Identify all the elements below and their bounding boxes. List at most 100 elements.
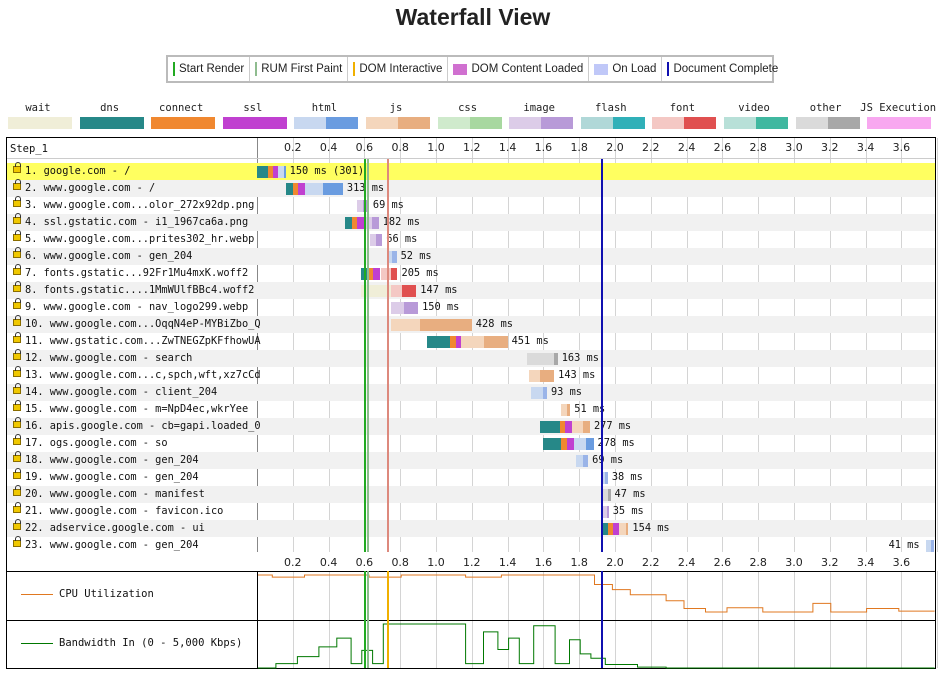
grid-line (400, 138, 402, 552)
type-swatch-start (509, 117, 542, 129)
tick-label: 0.2 (284, 556, 302, 569)
request-row-5[interactable]: 5. www.google.com...prites302_hr.webp 66 … (7, 230, 935, 248)
bar-segment (392, 251, 397, 263)
bar-segment (607, 523, 614, 535)
lock-icon (13, 332, 21, 343)
type-swatch-end (326, 117, 359, 129)
request-row-4[interactable]: 4. ssl.gstatic.com - i1_1967ca6a.png 182 … (7, 213, 935, 231)
request-row-1[interactable]: 1. google.com - / 150 ms (301) (7, 162, 935, 180)
type-swatch-flash (580, 117, 645, 129)
request-bar (561, 404, 571, 416)
request-bar (543, 438, 594, 450)
request-row-12[interactable]: 12. www.google.com - search 163 ms (7, 349, 935, 367)
graph-grid-line (865, 571, 867, 668)
rum-first-paint-line (367, 159, 370, 552)
tick-label: 1.8 (570, 556, 588, 569)
request-label: 16. apis.google.com - cb=gapi.loaded_0 (25, 420, 261, 432)
bar-segment (605, 472, 608, 484)
type-swatch-ssl (222, 117, 287, 129)
graph-grid-line (400, 571, 402, 668)
bar-segment (527, 353, 555, 365)
request-label: 10. www.google.com...OqqN4eP-MYBiZbo_Q (25, 318, 261, 330)
grid-line (615, 138, 616, 552)
lock-icon (13, 162, 21, 173)
bar-segment (369, 234, 377, 246)
tick-label: 3.4 (856, 141, 875, 154)
request-row-21[interactable]: 21. www.google.com - favicon.ico 35 ms (7, 502, 935, 520)
request-row-14[interactable]: 14. www.google.com - client_204 93 ms (7, 383, 935, 401)
request-row-7[interactable]: 7. fonts.gstatic...92Fr1Mu4mxK.woff2 205 … (7, 264, 935, 282)
graph-grid-line (686, 571, 688, 668)
tick-label: 2.6 (713, 556, 732, 569)
type-swatch-dns (79, 117, 144, 129)
bar-segment (582, 421, 590, 433)
request-row-19[interactable]: 19. www.google.com - gen_204 38 ms (7, 468, 935, 486)
request-row-18[interactable]: 18. www.google.com - gen_204 69 ms (7, 451, 935, 469)
request-duration: 51 ms (574, 403, 606, 415)
bar-segment (625, 523, 629, 535)
request-label: 1. google.com - / (25, 165, 131, 177)
bar-segment (351, 217, 358, 229)
bar-segment (373, 268, 381, 280)
request-row-17[interactable]: 17. ogs.google.com - so 278 ms (7, 434, 935, 452)
bar-segment (602, 506, 607, 518)
bar-segment (539, 421, 560, 433)
tick-label: 2.8 (749, 556, 767, 569)
request-duration: 52 ms (400, 250, 432, 262)
label-column-divider (257, 138, 258, 552)
bar-segment (285, 183, 293, 195)
request-bar (529, 370, 555, 382)
request-duration: 66 ms (386, 233, 418, 245)
legend-document-complete: Document Complete (662, 57, 783, 81)
type-swatch-end (612, 117, 645, 129)
tick-label: 2.0 (606, 141, 624, 154)
bar-segment (427, 336, 451, 348)
request-duration: 150 ms (422, 301, 460, 313)
request-row-2[interactable]: 2. www.google.com - /313 ms (7, 179, 935, 197)
request-row-22[interactable]: 22. adservice.google.com - ui 154 ms (7, 519, 935, 537)
request-row-20[interactable]: 20. www.google.com - manifest 47 ms (7, 485, 935, 503)
request-row-9[interactable]: 9. www.google.com - nav_logo299.webp 150 … (7, 298, 935, 316)
lock-icon (13, 264, 21, 275)
request-row-23[interactable]: 23. www.google.com - gen_204 41 ms (7, 536, 935, 554)
request-bar (391, 302, 419, 314)
bar-segment (559, 421, 565, 433)
grid-line (865, 138, 867, 552)
request-row-3[interactable]: 3. www.google.com...olor_272x92dp.png 69 … (7, 196, 935, 214)
tick-label: 0.8 (391, 141, 409, 154)
request-label: 14. www.google.com - client_204 (25, 386, 218, 398)
bar-segment (357, 200, 363, 212)
request-row-6[interactable]: 6. www.google.com - gen_204 52 ms (7, 247, 935, 265)
bandwidth-label: Bandwidth In (0 - 5,000 Kbps) (21, 637, 242, 649)
bar-segment (602, 489, 608, 501)
request-row-15[interactable]: 15. www.google.com - m=NpD4ec,wkrYee 51 m… (7, 400, 935, 418)
tick-label: 1.8 (570, 141, 588, 154)
tick-label: 1.2 (463, 141, 481, 154)
request-row-8[interactable]: 8. fonts.gstatic....1MmWUlfBBc4.woff2 147… (7, 281, 935, 299)
lock-icon (13, 247, 21, 258)
request-row-10[interactable]: 10. www.google.com...OqqN4eP-MYBiZbo_Q 42… (7, 315, 935, 333)
bar-segment (925, 540, 931, 552)
request-duration: 38 ms (611, 471, 643, 483)
legend-label: On Load (612, 63, 657, 75)
lock-icon (13, 281, 21, 292)
bar-segment (419, 319, 472, 331)
tick-label: 3.0 (785, 141, 803, 154)
tick-label: 1.2 (463, 556, 481, 569)
type-swatch-font (652, 117, 717, 129)
grid-line (543, 138, 545, 552)
tick-label: 0.6 (355, 556, 374, 569)
page-title: Waterfall View (395, 4, 551, 30)
dom-interactive-swatch (353, 62, 356, 76)
bar-segment (618, 523, 626, 535)
bar-segment (539, 370, 555, 382)
type-label-dns: dns (100, 102, 120, 114)
request-row-13[interactable]: 13. www.google.com...c,spch,wft,xz7cCd 14… (7, 366, 935, 384)
request-row-11[interactable]: 11. www.gstatic.com...ZwTNEGZpKFfhowUA 45… (7, 332, 935, 350)
request-row-16[interactable]: 16. apis.google.com - cb=gapi.loaded_0 27… (7, 417, 935, 435)
document-complete-line (600, 159, 603, 552)
type-swatch-start (724, 117, 756, 129)
rum-first-paint-swatch (255, 62, 258, 76)
bar-segment (566, 438, 574, 450)
type-swatch-end (541, 117, 574, 129)
